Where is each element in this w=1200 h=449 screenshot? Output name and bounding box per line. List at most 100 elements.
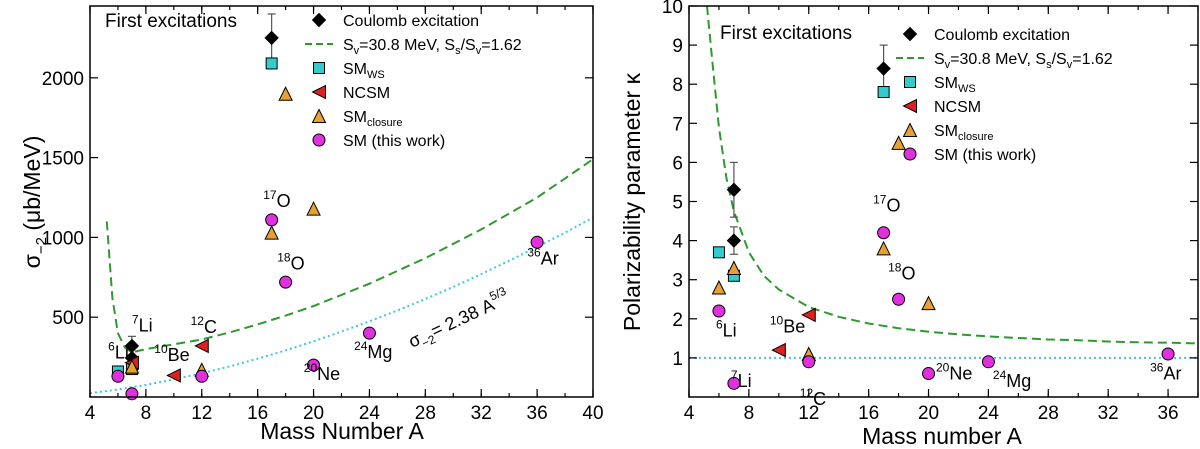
legend-swatch	[902, 26, 918, 42]
left-chart-panel: 4 8 12 16 20 24 28 32 36 40 500 1000 1500 2000 First …	[19, 5, 604, 444]
legend-entry-label: SM (this work)	[343, 133, 445, 150]
legend-text-part: =1.62	[481, 37, 522, 54]
y-tick-label: 5	[672, 193, 683, 214]
right-legend: Coulomb excitation Sv=30.8 MeV, Ss/Sv=1.6…	[896, 26, 1113, 164]
x-tick-label: 32	[471, 403, 492, 424]
nucleus-label: 17O	[873, 192, 900, 215]
legend-text-part: S	[934, 51, 945, 68]
nucleus-label: 12C	[800, 386, 826, 409]
data-point	[876, 61, 891, 76]
nucleus-label: 24Mg	[354, 339, 392, 362]
x-tick-label: 16	[858, 403, 879, 424]
data-point	[921, 295, 936, 311]
legend-text-part: NCSM	[934, 99, 981, 116]
nucleus-mass-number: 17	[263, 188, 277, 202]
nucleus-symbol: O	[886, 195, 900, 215]
y-tick-label: 2	[672, 310, 683, 331]
legend-entry-label: SMWS	[343, 61, 385, 81]
legend-text-part: SM (this work)	[934, 147, 1036, 164]
x-tick-label: 20	[303, 403, 324, 424]
x-tick-label: 28	[1038, 403, 1059, 424]
data-point	[981, 355, 995, 369]
legend-text-part: S	[343, 37, 354, 54]
y-tick-label: 8	[672, 75, 683, 96]
data-point	[265, 213, 279, 227]
legend-entry-label: NCSM	[934, 99, 981, 116]
data-point	[876, 240, 891, 256]
x-tick-label: 8	[744, 403, 755, 424]
x-tick-label: 4	[85, 403, 96, 424]
nucleus-mass-number: 24	[993, 368, 1007, 382]
data-point	[125, 387, 139, 401]
legend-swatch	[312, 133, 326, 147]
x-tick-label: 28	[415, 403, 436, 424]
data-point	[891, 135, 906, 150]
data-point	[771, 342, 786, 358]
y-tick-label: 4	[672, 232, 683, 253]
formula-sub: −2	[420, 332, 439, 351]
data-point	[802, 355, 816, 369]
nucleus-symbol: O	[901, 264, 915, 284]
data-point	[726, 260, 742, 275]
left-curves	[89, 158, 594, 395]
nucleus-label: 36Ar	[527, 246, 558, 269]
data-point	[877, 86, 890, 99]
nucleus-symbol: C	[813, 389, 826, 409]
x-tick-label: 24	[978, 403, 1000, 424]
fit-curve	[706, 5, 1199, 345]
left-y-label-rest: (μb/MeV)	[19, 136, 45, 237]
nucleus-symbol: O	[277, 191, 291, 211]
x-tick-label: 12	[191, 403, 212, 424]
fit-curve	[105, 158, 594, 354]
nucleus-label: 10Be	[154, 342, 189, 365]
nucleus-label: 24Mg	[993, 368, 1031, 391]
nucleus-symbol: Li	[139, 316, 153, 336]
y-tick-label: 2000	[42, 69, 84, 90]
x-tick-label: 12	[798, 403, 819, 424]
legend-text-part: Coulomb excitation	[934, 27, 1070, 44]
x-tick-label: 32	[1098, 403, 1119, 424]
legend-swatch	[902, 98, 917, 114]
nucleus-mass-number: 6	[716, 317, 723, 331]
legend-text-part: SM	[934, 75, 958, 92]
reference-curve	[89, 216, 594, 395]
legend-swatch	[313, 62, 325, 74]
nucleus-symbol: Mg	[1006, 371, 1031, 391]
data-point	[307, 358, 321, 372]
data-point	[195, 369, 209, 383]
x-tick-label: 20	[918, 403, 939, 424]
nucleus-mass-number: 17	[873, 192, 887, 206]
nucleus-mass-number: 10	[154, 342, 168, 356]
data-point	[726, 182, 742, 197]
nucleus-symbol: Ne	[949, 363, 972, 383]
data-point	[726, 233, 742, 248]
data-point	[166, 368, 181, 383]
nucleus-label: 7Li	[132, 313, 153, 336]
nucleus-mass-number: 18	[277, 250, 291, 264]
legend-entry-label: Sv=30.8 MeV, Ss/Sv=1.62	[934, 51, 1113, 71]
left-panel-title: First excitations	[105, 11, 237, 32]
data-point	[264, 30, 279, 46]
legend-swatch	[311, 12, 327, 28]
data-point	[306, 201, 321, 216]
legend-text-part: WS	[958, 83, 976, 95]
x-tick-label: 36	[527, 403, 548, 424]
y-tick-label: 10	[662, 0, 683, 18]
nucleus-mass-number: 24	[354, 339, 368, 353]
x-tick-label: 36	[1157, 403, 1178, 424]
data-point	[727, 376, 741, 390]
legend-text-part: s	[1046, 59, 1052, 71]
y-tick-label: 3	[672, 271, 683, 292]
y-tick-label: 1	[672, 349, 683, 370]
y-tick-label: 1500	[42, 149, 84, 170]
x-tick-label: 4	[684, 403, 695, 424]
legend-swatch	[902, 122, 918, 137]
data-point	[279, 275, 293, 289]
nucleus-mass-number: 36	[1150, 360, 1164, 374]
data-point	[264, 225, 279, 240]
nucleus-mass-number: 18	[888, 261, 902, 275]
nucleus-mass-number: 20	[304, 361, 318, 375]
